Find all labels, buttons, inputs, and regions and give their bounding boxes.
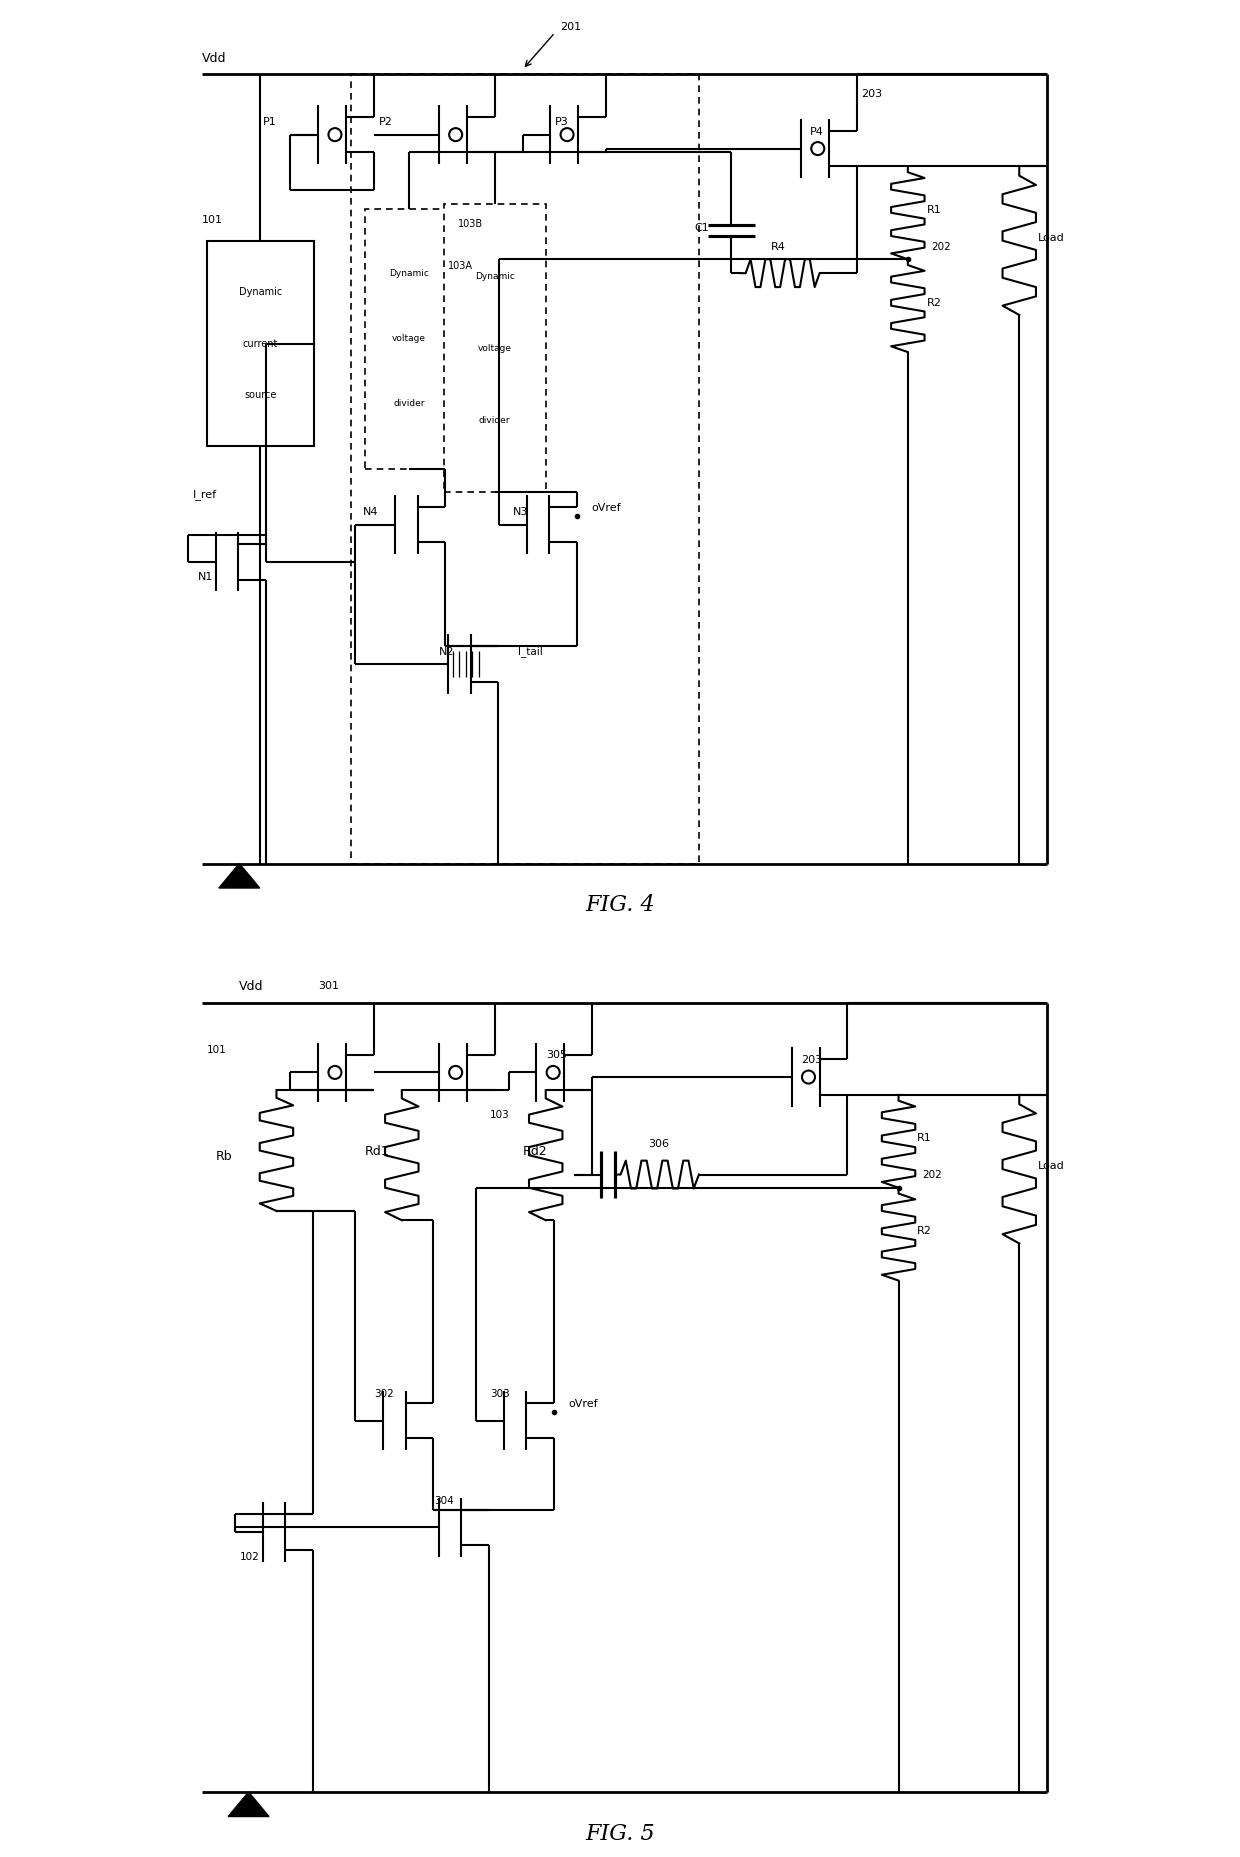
Polygon shape	[228, 1792, 269, 1816]
Text: 301: 301	[319, 980, 340, 992]
Text: 102: 102	[239, 1552, 259, 1562]
Text: C1: C1	[694, 223, 709, 234]
Text: 303: 303	[490, 1389, 510, 1400]
Text: 103: 103	[490, 1110, 510, 1120]
Text: 202: 202	[921, 1170, 941, 1181]
Text: 101: 101	[207, 1045, 227, 1055]
Text: Rd1: Rd1	[365, 1146, 389, 1159]
Text: Dynamic: Dynamic	[389, 269, 429, 279]
Text: Vdd: Vdd	[202, 52, 227, 65]
Text: 305: 305	[546, 1051, 567, 1060]
Text: N2: N2	[439, 646, 454, 657]
Text: 306: 306	[647, 1138, 668, 1149]
Text: Rd2: Rd2	[522, 1146, 547, 1159]
Text: voltage: voltage	[392, 334, 425, 344]
Text: oVref: oVref	[591, 503, 621, 513]
Text: divider: divider	[393, 399, 424, 409]
Text: 203: 203	[862, 89, 883, 100]
Text: R2: R2	[926, 297, 941, 308]
Text: R2: R2	[918, 1226, 932, 1237]
Text: Rb: Rb	[216, 1149, 233, 1162]
Text: divider: divider	[479, 416, 511, 425]
Text: 101: 101	[202, 215, 223, 225]
Text: P1: P1	[263, 117, 277, 128]
Text: N3: N3	[513, 507, 528, 518]
Text: P4: P4	[811, 126, 825, 137]
Text: N1: N1	[197, 572, 213, 583]
Text: P2: P2	[378, 117, 393, 128]
Text: Load: Load	[1038, 232, 1065, 243]
Text: P3: P3	[556, 117, 569, 128]
Bar	[351, 74, 699, 864]
Text: 103A: 103A	[448, 262, 474, 271]
Bar	[207, 241, 314, 446]
Text: N4: N4	[363, 507, 378, 518]
Polygon shape	[219, 864, 259, 888]
Text: source: source	[244, 390, 277, 399]
Text: 304: 304	[434, 1497, 454, 1506]
Text: FIG. 5: FIG. 5	[585, 1824, 655, 1844]
Text: voltage: voltage	[477, 344, 512, 353]
Text: I_ref: I_ref	[193, 488, 217, 500]
Text: Dynamic: Dynamic	[475, 271, 515, 280]
Text: oVref: oVref	[568, 1400, 598, 1409]
Bar	[444, 204, 546, 492]
Text: R1: R1	[918, 1133, 932, 1144]
Text: I_tail: I_tail	[518, 646, 543, 657]
Text: 202: 202	[931, 241, 951, 253]
Text: 302: 302	[374, 1389, 393, 1400]
Text: Dynamic: Dynamic	[238, 288, 281, 297]
Text: FIG. 4: FIG. 4	[585, 895, 655, 916]
Text: R1: R1	[926, 204, 941, 215]
Text: Load: Load	[1038, 1161, 1065, 1172]
Text: 201: 201	[559, 22, 580, 32]
Text: 103B: 103B	[458, 219, 482, 230]
Bar	[365, 208, 453, 468]
Text: current: current	[243, 338, 278, 349]
Text: Vdd: Vdd	[239, 980, 264, 993]
Text: 203: 203	[801, 1055, 822, 1066]
Text: R4: R4	[771, 241, 786, 253]
